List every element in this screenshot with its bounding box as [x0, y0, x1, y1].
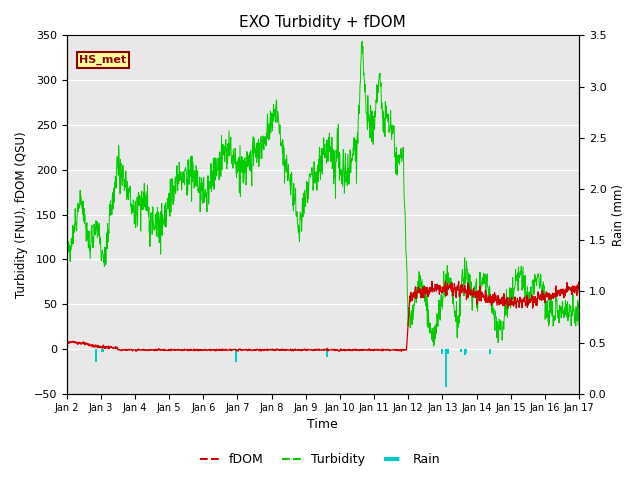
Legend: fDOM, Turbidity, Rain: fDOM, Turbidity, Rain: [195, 448, 445, 471]
Y-axis label: Rain (mm): Rain (mm): [612, 183, 625, 246]
Bar: [235, 349, 237, 362]
Bar: [465, 349, 467, 353]
Bar: [447, 349, 449, 354]
Bar: [442, 349, 444, 354]
Bar: [326, 349, 328, 357]
X-axis label: Time: Time: [307, 419, 338, 432]
Bar: [102, 349, 104, 352]
Bar: [489, 349, 491, 354]
Y-axis label: Turbidity (FNU), fDOM (QSU): Turbidity (FNU), fDOM (QSU): [15, 131, 28, 298]
Bar: [463, 349, 465, 355]
Bar: [445, 349, 447, 387]
Text: HS_met: HS_met: [79, 55, 127, 65]
Title: EXO Turbidity + fDOM: EXO Turbidity + fDOM: [239, 15, 406, 30]
Bar: [460, 349, 462, 351]
Bar: [95, 349, 97, 362]
